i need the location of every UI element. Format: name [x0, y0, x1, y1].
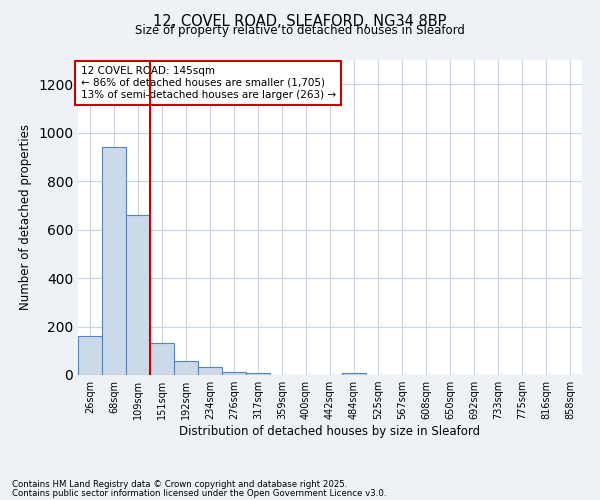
Bar [126, 215, 150, 375]
Y-axis label: Number of detached properties: Number of detached properties [19, 124, 32, 310]
Bar [102, 147, 126, 375]
Bar [78, 336, 102, 375]
Text: 12, COVEL ROAD, SLEAFORD, NG34 8BP: 12, COVEL ROAD, SLEAFORD, NG34 8BP [154, 14, 446, 29]
Bar [222, 372, 246, 375]
Bar [342, 372, 366, 375]
Text: Size of property relative to detached houses in Sleaford: Size of property relative to detached ho… [135, 24, 465, 37]
Text: Contains public sector information licensed under the Open Government Licence v3: Contains public sector information licen… [12, 488, 386, 498]
Bar [198, 367, 222, 375]
Bar [246, 373, 270, 375]
Bar [150, 343, 174, 375]
X-axis label: Distribution of detached houses by size in Sleaford: Distribution of detached houses by size … [179, 425, 481, 438]
Text: Contains HM Land Registry data © Crown copyright and database right 2025.: Contains HM Land Registry data © Crown c… [12, 480, 347, 489]
Text: 12 COVEL ROAD: 145sqm
← 86% of detached houses are smaller (1,705)
13% of semi-d: 12 COVEL ROAD: 145sqm ← 86% of detached … [80, 66, 335, 100]
Bar [174, 361, 198, 375]
